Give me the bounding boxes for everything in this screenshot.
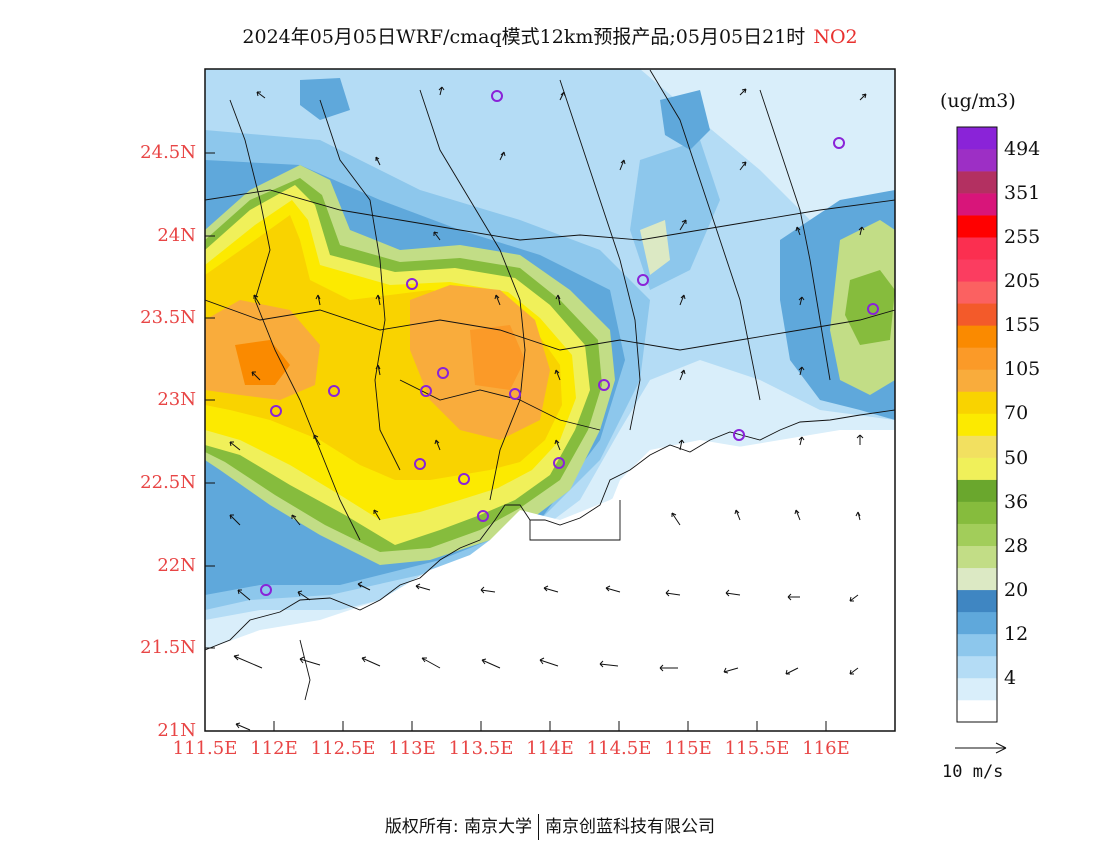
copyright-label: 版权所有:: [384, 817, 459, 837]
lon-label: 115.5E: [724, 738, 790, 759]
colorbar-swatch: [957, 303, 997, 326]
colorbar-tick-label: 351: [1004, 182, 1041, 205]
colorbar-swatch: [957, 259, 997, 282]
colorbar-tick-label: 28: [1004, 534, 1029, 557]
colorbar-swatch: [957, 281, 997, 304]
lon-label: 116E: [802, 738, 850, 759]
footer-divider: [538, 814, 540, 840]
colorbar-tick-label: 494: [1004, 138, 1041, 161]
city-markers: [260, 90, 879, 596]
colorbar-swatch: [957, 215, 997, 238]
colorbar-swatch: [957, 391, 997, 414]
colorbar-swatch: [957, 677, 997, 701]
axis-ticks: [204, 152, 827, 732]
lat-label: 24.5N: [140, 142, 196, 163]
lat-label: 22N: [157, 555, 196, 576]
lat-label: 24N: [157, 225, 196, 246]
colorbar-swatch: [957, 457, 997, 480]
colorbar-swatch: [957, 655, 997, 679]
colorbar-swatch: [957, 567, 997, 591]
colorbar-tick-label: 12: [1004, 622, 1029, 645]
colorbar-tick-label: 20: [1004, 578, 1029, 601]
lon-label: 113E: [388, 738, 436, 759]
colorbar-swatch: [957, 611, 997, 635]
lat-label: 23N: [157, 389, 196, 410]
wind-reference-label: 10 m/s: [942, 762, 1004, 782]
lon-label: 114.5E: [586, 738, 652, 759]
lat-label: 21N: [157, 720, 196, 741]
colorbar-swatch: [957, 127, 997, 150]
colorbar-swatch: [957, 413, 997, 436]
title-pollutant: NO2: [813, 26, 858, 48]
colorbar-tick-label: 105: [1004, 358, 1041, 381]
colorbar-swatch: [957, 325, 997, 348]
org-nju: 南京大学: [464, 817, 533, 837]
wind-reference-arrow: [955, 742, 1007, 754]
colorbar-swatch: [957, 523, 997, 547]
colorbar-tick-label: 50: [1004, 446, 1029, 469]
colorbar-swatch: [957, 435, 997, 458]
colorbar-swatch: [957, 237, 997, 260]
colorbar-tick-label: 4: [1004, 666, 1017, 689]
lat-label: 22.5N: [140, 472, 196, 493]
colorbar-swatch: [957, 193, 997, 216]
colorbar-swatch: [957, 347, 997, 370]
colorbar-unit: (ug/m3): [940, 90, 1016, 112]
colorbar-swatch: [957, 369, 997, 392]
colorbar-tick-label: 255: [1004, 226, 1041, 249]
colorbar-swatch: [957, 589, 997, 613]
concentration-field: [205, 69, 895, 731]
title-main: 2024年05月05日WRF/cmaq模式12km预报产品;05月05日21时: [242, 26, 806, 48]
footer: 版权所有: 南京大学 南京创蓝科技有限公司: [0, 812, 1100, 840]
lon-label: 115E: [664, 738, 712, 759]
lon-label: 112E: [250, 738, 298, 759]
colorbar-swatch: [957, 479, 997, 502]
colorbar-swatch: [957, 171, 997, 194]
chart-title: 2024年05月05日WRF/cmaq模式12km预报产品;05月05日21时 N…: [0, 22, 1100, 49]
colorbar-swatch: [957, 149, 997, 172]
colorbar-tick-label: 205: [1004, 270, 1041, 293]
lon-label: 113.5E: [448, 738, 514, 759]
colorbar-tick-label: 155: [1004, 314, 1041, 337]
wind-vectors: [229, 86, 867, 731]
boundary-lines: [205, 69, 895, 701]
colorbar: [956, 126, 998, 723]
lat-label: 21.5N: [140, 637, 196, 658]
colorbar-tick-label: 70: [1004, 402, 1029, 425]
colorbar-tick-label: 36: [1004, 490, 1029, 513]
org-chuanglan: 南京创蓝科技有限公司: [545, 817, 716, 837]
lon-label: 111.5E: [172, 738, 238, 759]
colorbar-swatch: [957, 633, 997, 657]
colorbar-swatch: [957, 545, 997, 569]
colorbar-frame: [956, 126, 998, 723]
lon-label: 112.5E: [310, 738, 376, 759]
lon-label: 114E: [526, 738, 574, 759]
colorbar-swatch: [957, 699, 997, 723]
colorbar-swatch: [957, 501, 997, 524]
lat-label: 23.5N: [140, 307, 196, 328]
